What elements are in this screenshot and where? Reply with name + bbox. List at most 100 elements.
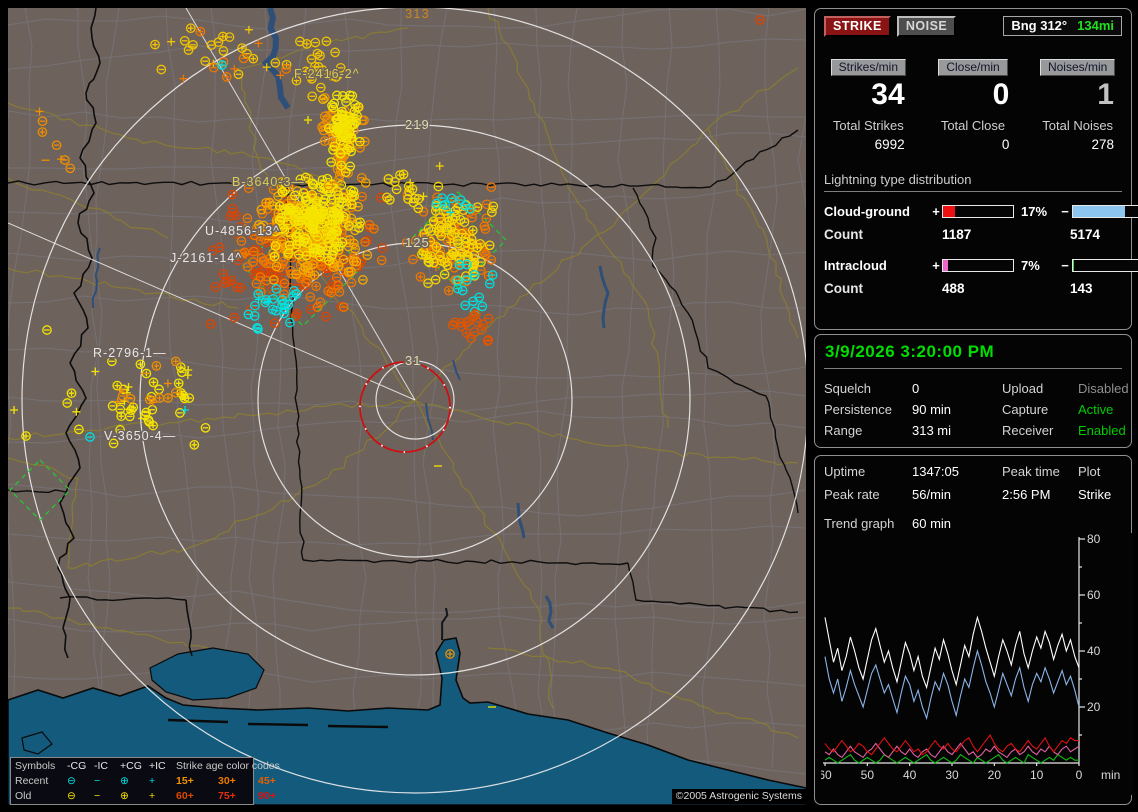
noises-per-min-value: 1 [1097, 78, 1114, 111]
bearing-distance: 134mi [1077, 18, 1114, 33]
svg-text:60: 60 [821, 768, 832, 782]
bearing-readout: Bng 312° 134mi [1003, 16, 1122, 36]
trend-graph-label: Trend graph [824, 516, 895, 531]
age-45: 45+ [258, 775, 276, 787]
close-per-min-chip: Close/min [938, 59, 1008, 76]
age-75: 75+ [218, 790, 236, 802]
minus-sign: − [1061, 257, 1069, 273]
squelch-label: Squelch [824, 381, 871, 396]
svg-text:313: 313 [405, 8, 430, 21]
trend-panel: Uptime 1347:05 Peak time Plot Peak rate … [814, 455, 1133, 805]
svg-text:10: 10 [1030, 768, 1044, 782]
noises-per-min-chip: Noises/min [1039, 59, 1116, 76]
cg-minus-bar [1072, 204, 1138, 218]
svg-text:80: 80 [1087, 533, 1101, 546]
svg-text:50: 50 [861, 768, 875, 782]
legend-row-recent: Recent [15, 775, 49, 787]
svg-text:V-3650-4—: V-3650-4— [104, 429, 176, 443]
status-panel: 3/9/2026 3:20:00 PM Squelch 0 Upload Dis… [814, 334, 1132, 448]
svg-text:40: 40 [1087, 644, 1101, 658]
strike-toggle-button[interactable]: STRIKE [824, 16, 891, 37]
persistence-value: 90 min [912, 402, 952, 417]
peakrate-label: Peak rate [824, 487, 880, 502]
total-close-label: Total Close [940, 118, 1006, 133]
upload-status: Disabled [1078, 381, 1129, 396]
svg-text:J-2161-14^: J-2161-14^ [170, 251, 242, 265]
noises-column: Noises/min 1 Total Noises 278 [1033, 59, 1122, 152]
minus-sign: − [1061, 203, 1069, 219]
range-value: 313 mi [912, 423, 952, 438]
old-poscg-icon: ⊕ [120, 790, 129, 802]
trend-graph-window: 60 min [912, 516, 952, 531]
noise-toggle-button[interactable]: NOISE [896, 16, 957, 37]
squelch-value: 0 [912, 381, 920, 396]
persistence-label: Persistence [824, 402, 892, 417]
uptime-label: Uptime [824, 464, 866, 479]
receiver-label: Receiver [1002, 423, 1054, 438]
plot-label: Plot [1078, 464, 1101, 479]
cloud-ground-count-row: Count 1187 5174 [824, 222, 1122, 246]
svg-text:F-2416-2^: F-2416-2^ [294, 67, 360, 81]
intracloud-row: Intracloud + 7% − 2% [824, 254, 1138, 276]
total-strikes-label: Total Strikes [832, 118, 904, 133]
ic-plus-count: 488 [942, 280, 965, 296]
age-90: 90+ [258, 790, 276, 802]
svg-text:219: 219 [405, 117, 430, 132]
cloud-ground-label: Cloud-ground [824, 203, 910, 219]
map-legend: Symbols -CG -IC +CG +IC Strike age color… [10, 757, 280, 805]
lightning-map[interactable]: 31 125 219 313 F-2416-2^ B-3640-3— U-4856-13^ J… [8, 8, 806, 805]
svg-text:60: 60 [1087, 588, 1101, 602]
svg-text:R-2796-1—: R-2796-1— [93, 346, 167, 360]
bearing-value: Bng 312° [1011, 18, 1068, 33]
cg-plus-pct: 17% [1021, 203, 1048, 219]
legend-col-posic: +IC [149, 760, 166, 772]
intracloud-count-row: Count 488 143 [824, 276, 1122, 300]
count-label: Count [824, 226, 863, 242]
upload-label: Upload [1002, 381, 1044, 396]
recent-negic-icon: − [94, 775, 101, 787]
total-noises-label: Total Noises [1042, 118, 1114, 133]
legend-row-old: Old [15, 790, 32, 802]
uptime-value: 1347:05 [912, 464, 959, 479]
peaktime-value: 2:56 PM [1002, 487, 1051, 502]
count-label: Count [824, 280, 863, 296]
map-canvas: 31 125 219 313 F-2416-2^ B-3640-3— U-4856-13^ J… [8, 8, 806, 805]
legend-col-negic: -IC [94, 760, 108, 772]
old-negic-icon: − [94, 790, 101, 802]
ic-minus-count: 143 [1070, 280, 1093, 296]
capture-label: Capture [1002, 402, 1049, 417]
peakrate-value: 56/min [912, 487, 952, 502]
strikes-column: Strikes/min 34 Total Strikes 6992 [824, 59, 913, 152]
total-noises-value: 278 [1091, 137, 1114, 152]
capture-status: Active [1078, 402, 1114, 417]
age-60: 60+ [176, 790, 194, 802]
recent-posic-icon: + [149, 775, 156, 787]
strike-stats-panel: STRIKE NOISE Bng 312° 134mi Strikes/min … [814, 8, 1138, 330]
svg-text:U-4856-13^: U-4856-13^ [205, 224, 280, 238]
plot-value: Strike [1078, 487, 1112, 502]
svg-text:20: 20 [988, 768, 1002, 782]
receiver-status: Enabled [1078, 423, 1126, 438]
age-30: 30+ [218, 775, 236, 787]
recent-negcg-icon: ⊖ [67, 775, 76, 787]
peaktime-label: Peak time [1002, 464, 1060, 479]
old-negcg-icon: ⊖ [67, 790, 76, 802]
svg-text:125: 125 [405, 235, 430, 250]
cg-plus-count: 1187 [942, 226, 972, 242]
svg-text:40: 40 [903, 768, 917, 782]
close-per-min-value: 0 [992, 78, 1010, 111]
trend-graph: 20 40 60 80 60 50 40 30 20 10 0 min [818, 532, 1133, 800]
close-column: Close/min 0 Total Close 0 [929, 59, 1018, 152]
legend-col-negcg: -CG [67, 760, 87, 772]
ic-plus-bar [942, 258, 1014, 272]
legend-col-poscg: +CG [120, 760, 142, 772]
svg-text:B-3640-3—: B-3640-3— [232, 175, 305, 189]
ic-plus-pct: 7% [1021, 257, 1040, 273]
svg-text:30: 30 [945, 768, 959, 782]
svg-text:20: 20 [1087, 700, 1101, 714]
copyright-label: ©2005 Astrogenic Systems [671, 789, 806, 804]
datetime-display: 3/9/2026 3:20:00 PM [824, 340, 1122, 369]
svg-text:31: 31 [405, 353, 421, 368]
ic-minus-bar [1072, 258, 1138, 272]
